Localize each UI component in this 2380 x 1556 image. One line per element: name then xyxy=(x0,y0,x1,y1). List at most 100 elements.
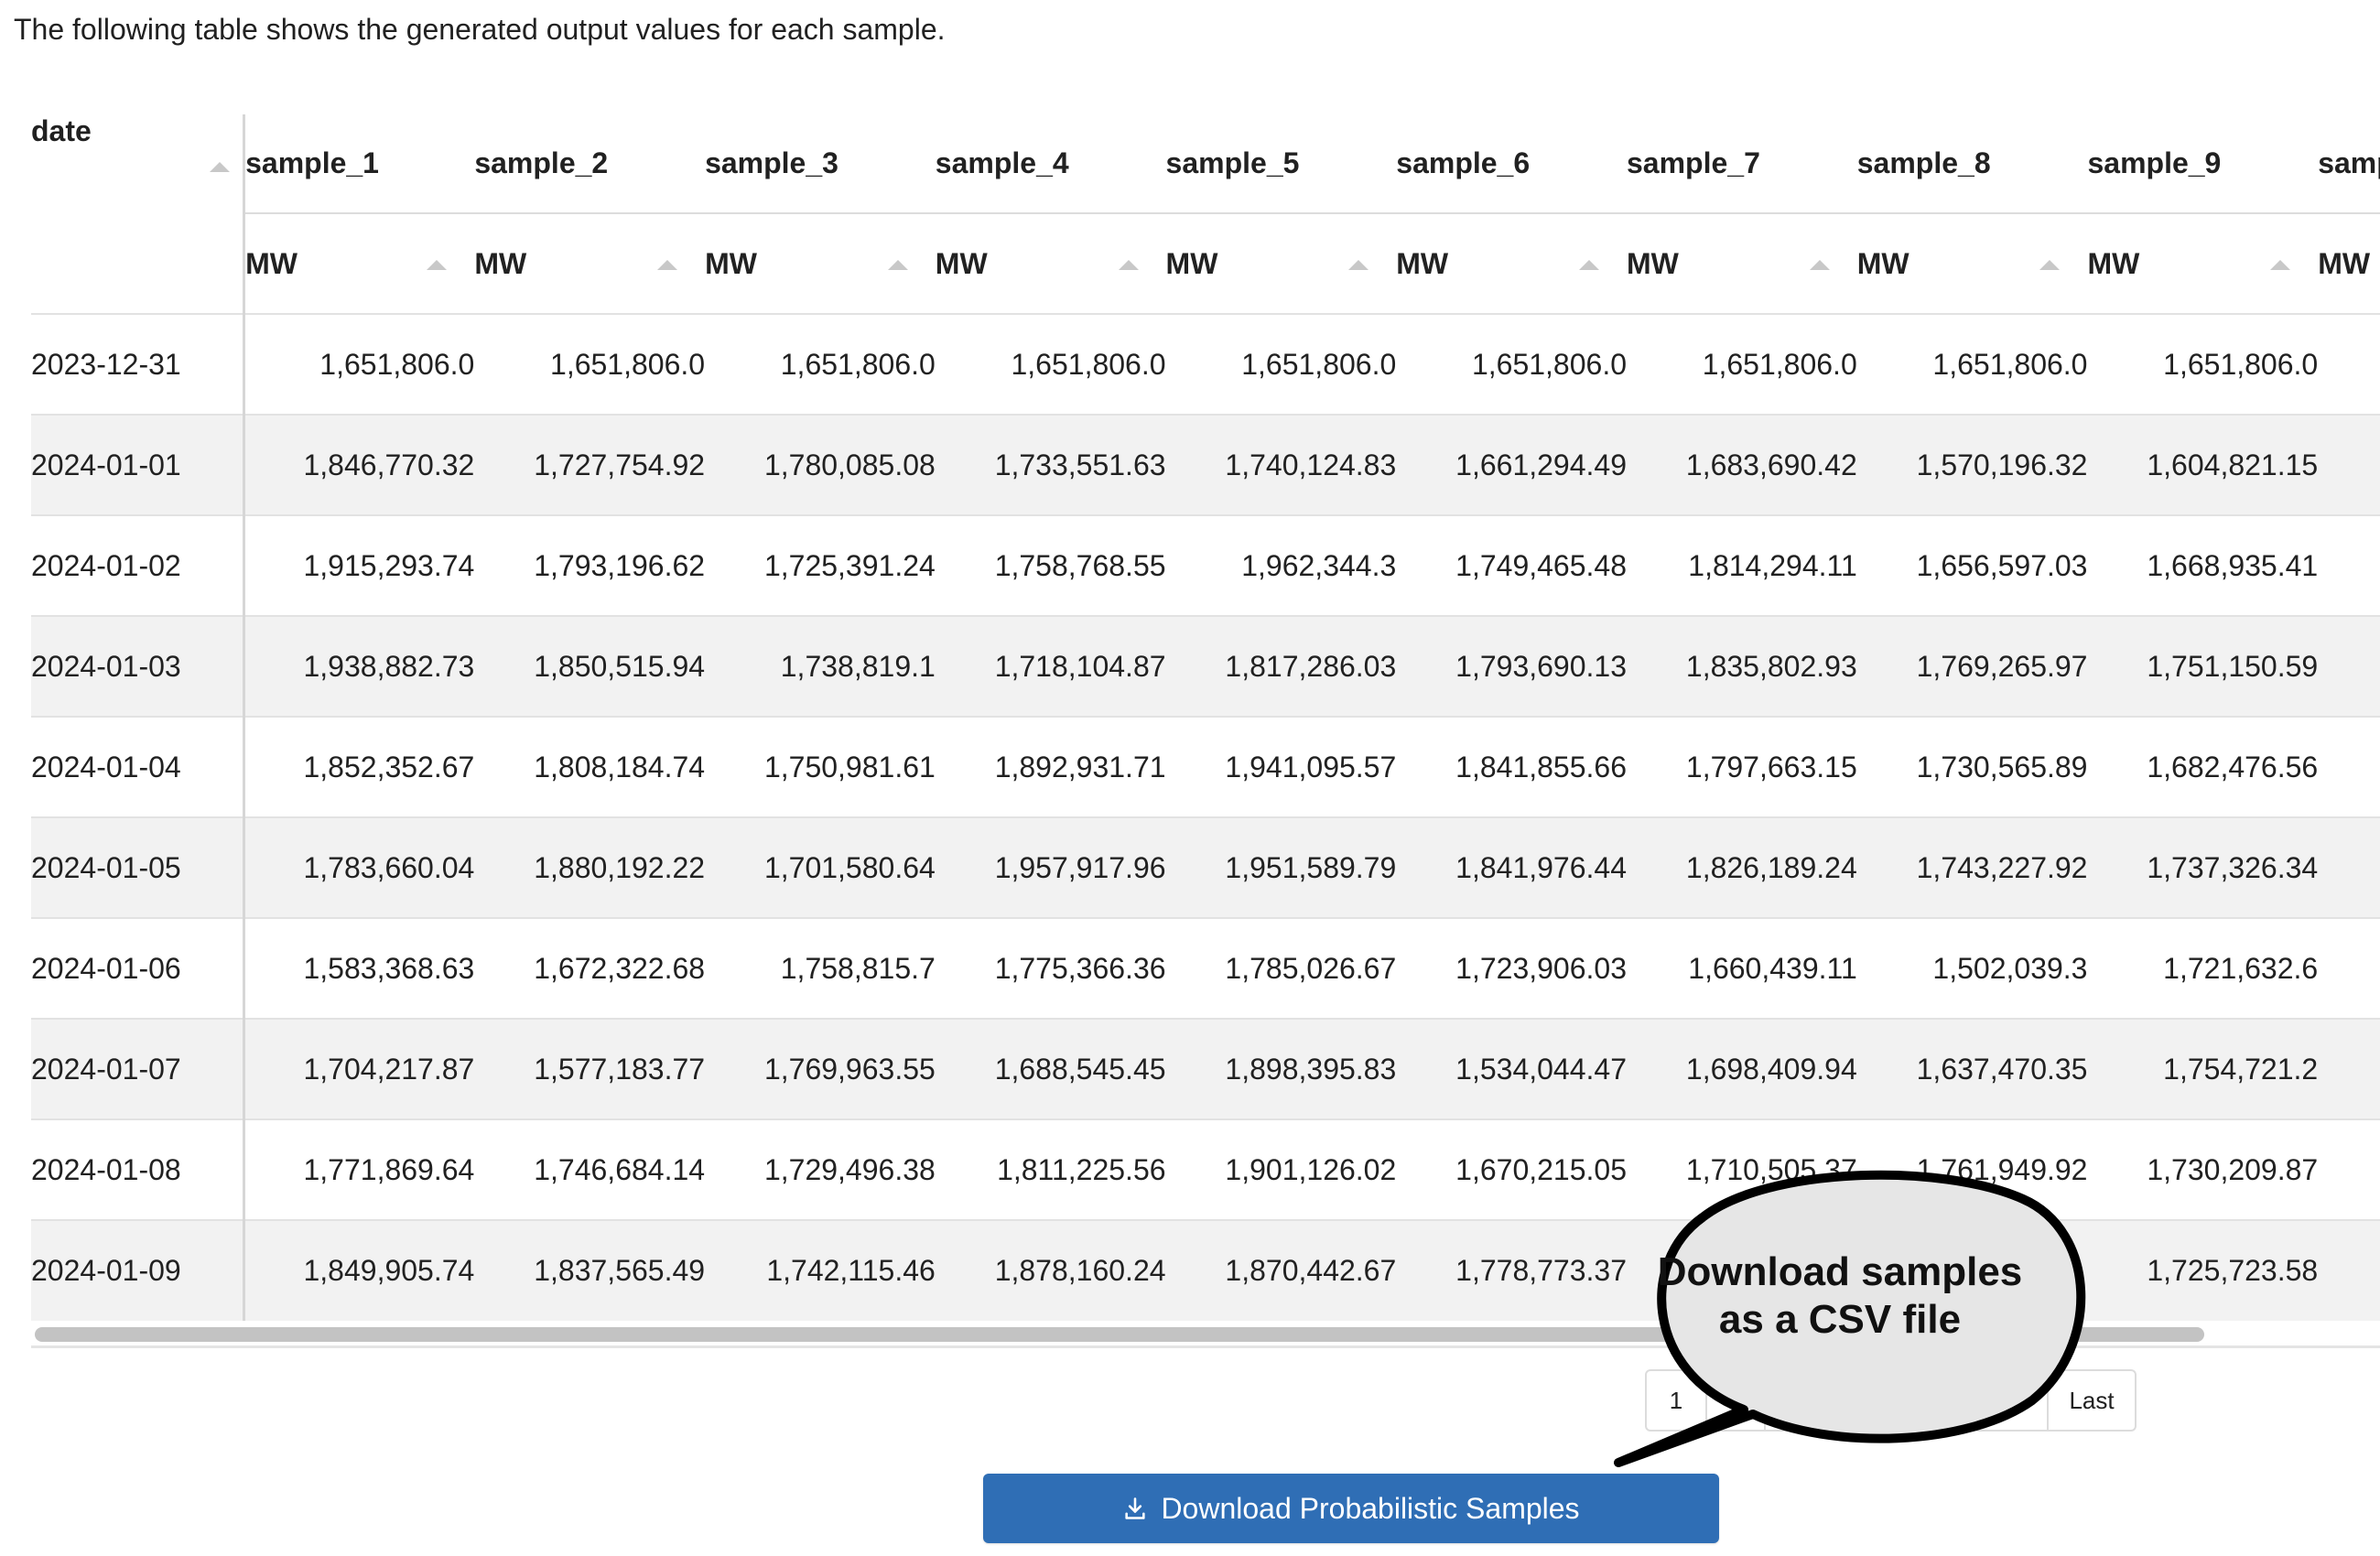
sample-value-cell: 1,70 xyxy=(2318,414,2380,515)
sort-ascending-icon[interactable] xyxy=(1348,260,1369,270)
sample-value-cell: 1,880,192.22 xyxy=(474,816,706,918)
date-cell: 2024-01-01 xyxy=(31,414,246,515)
date-cell: 2024-01-06 xyxy=(31,917,246,1019)
sample-value-cell: 1,740,124.83 xyxy=(1165,414,1397,515)
sample-value-cell: 1,749,465.48 xyxy=(1396,514,1627,616)
samples-table: date sample_1 sample_2 sample_3 sample_4 samp… xyxy=(31,114,2380,1321)
sample-value-cell: 1,826,189.24 xyxy=(1627,816,1857,918)
column-unit-label: MW xyxy=(935,246,988,280)
intro-text: The following table shows the generated … xyxy=(14,13,946,46)
sample-value-cell: 1,769,963.55 xyxy=(705,1018,936,1119)
sort-ascending-icon[interactable] xyxy=(657,260,678,270)
page-button-4[interactable]: 4 xyxy=(1823,1371,1881,1430)
date-cell: 2024-01-08 xyxy=(31,1118,246,1220)
column-unit-label: MW xyxy=(1396,246,1449,280)
sample-value-cell: 1,725,723.58 xyxy=(2087,1219,2319,1321)
column-unit-header[interactable]: MW xyxy=(1857,213,2088,314)
page-button-2[interactable]: 2 xyxy=(1705,1371,1764,1430)
sample-value-cell: 1,727,754.92 xyxy=(474,414,706,515)
sort-ascending-icon[interactable] xyxy=(1809,260,1830,270)
sample-value-cell: 1,870,442.67 xyxy=(1165,1219,1397,1321)
page-button-3[interactable]: 3 xyxy=(1764,1371,1823,1430)
column-header-sample-2: sample_2 xyxy=(474,114,706,214)
column-header-sample-3: sample_3 xyxy=(705,114,936,214)
sample-value-cell: 1,758,815.7 xyxy=(705,917,936,1019)
samples-table-viewport[interactable]: date sample_1 sample_2 sample_3 sample_4 samp… xyxy=(31,114,2380,1336)
column-unit-header[interactable]: MW xyxy=(244,213,475,314)
sort-ascending-icon[interactable] xyxy=(2039,260,2061,270)
download-probabilistic-samples-button[interactable]: Download Probabilistic Samples xyxy=(983,1474,1719,1543)
sample-value-cell: 1,841,976.44 xyxy=(1396,816,1627,918)
column-unit-label: MW xyxy=(2318,246,2371,280)
table-row: 2024-01-03 1,938,882.73 1,850,515.94 1,738,… xyxy=(31,615,2380,717)
page-button-5[interactable]: 5 xyxy=(1881,1371,1940,1430)
sample-value-cell: 1,660,439.11 xyxy=(1627,917,1857,1019)
column-unit-header[interactable]: MW xyxy=(936,213,1166,314)
sample-value-cell: 1,651,806.0 xyxy=(1627,313,1857,415)
sort-ascending-icon[interactable] xyxy=(887,260,908,270)
sample-value-cell: 1,682,476.56 xyxy=(2087,716,2319,817)
sample-value-cell: 1,668,935.41 xyxy=(2087,514,2319,616)
sample-value-cell: 1,651,806.0 xyxy=(1165,313,1397,415)
sample-value-cell: 1,672,322.68 xyxy=(474,917,706,1019)
sample-value-cell: 1,721,632.6 xyxy=(2087,917,2319,1019)
sample-value-cell: 1,849,905.74 xyxy=(243,1219,475,1321)
table-row: 2024-01-04 1,852,352.67 1,808,184.74 1,750,… xyxy=(31,716,2380,817)
sample-value-cell: 1,534,044.47 xyxy=(1396,1018,1627,1119)
column-unit-header[interactable]: MW xyxy=(1627,213,1857,314)
sample-value-cell: 1,637,470.35 xyxy=(1856,1018,2088,1119)
sample-value-cell: 1,730,565.89 xyxy=(1856,716,2088,817)
sample-value-cell: 1,74 xyxy=(2318,615,2380,717)
last-page-button[interactable]: Last xyxy=(2047,1371,2134,1430)
sample-value-cell: 1,778,773.37 xyxy=(1396,1219,1627,1321)
column-unit-header[interactable]: MW xyxy=(2318,213,2380,314)
column-unit-header[interactable]: MW xyxy=(2087,213,2318,314)
sample-value-cell: 1,723,906.03 xyxy=(1396,917,1627,1019)
sample-value-cell: 1,751,150.59 xyxy=(2087,615,2319,717)
column-header-sample-7: sample_7 xyxy=(1627,114,1857,214)
table-row: 2024-01-08 1,771,869.64 1,746,684.14 1,729,… xyxy=(31,1118,2380,1220)
column-header-date[interactable]: date xyxy=(31,114,246,314)
column-header-sample-4: sample_4 xyxy=(935,114,1166,214)
sample-value-cell: 1,780,085.08 xyxy=(705,414,936,515)
column-unit-header[interactable]: MW xyxy=(705,213,936,314)
column-header-sample-10: sample_10 xyxy=(2318,114,2380,214)
sample-value-cell: 1,701,580.64 xyxy=(705,816,936,918)
sort-ascending-icon[interactable] xyxy=(1118,260,1139,270)
next-page-button[interactable]: Next xyxy=(1978,1386,2028,1414)
table-row: 2024-01-07 1,704,217.87 1,577,183.77 1,769,… xyxy=(31,1018,2380,1119)
sample-value-cell: 1,901,126.02 xyxy=(1165,1118,1397,1220)
column-unit-label: MW xyxy=(245,246,298,280)
sample-value-cell: 1,577,183.77 xyxy=(474,1018,706,1119)
column-unit-header[interactable]: MW xyxy=(1396,213,1627,314)
sort-ascending-icon[interactable] xyxy=(2270,260,2291,270)
sample-value-cell: 1,737,326.34 xyxy=(2087,816,2319,918)
sample-value-cell: 1,750,981.61 xyxy=(705,716,936,817)
sample-value-cell: 1,941,095.57 xyxy=(1165,716,1397,817)
sample-value-cell: 1,746,684.14 xyxy=(474,1118,706,1220)
sample-value-cell: 1,797,663.15 xyxy=(1627,716,1857,817)
sample-value-cell: 1,742,115.46 xyxy=(705,1219,936,1321)
sort-ascending-icon[interactable] xyxy=(210,162,231,172)
sort-ascending-icon[interactable] xyxy=(427,260,448,270)
sample-value-cell: 1,771,869.64 xyxy=(243,1118,475,1220)
sample-value-cell: 1,502,039.3 xyxy=(1856,917,2088,1019)
page-button-1[interactable]: 1 xyxy=(1669,1386,1683,1414)
sample-value-cell: 1,733,551.63 xyxy=(935,414,1166,515)
sample-value-cell: 1,754,721.2 xyxy=(2087,1018,2319,1119)
sample-value-cell: 1,743,227.92 xyxy=(1856,816,2088,918)
sort-ascending-icon[interactable] xyxy=(1579,260,1599,270)
sample-value-cell: 1,793,690.13 xyxy=(1396,615,1627,717)
sample-value-cell: 1,583,368.63 xyxy=(243,917,475,1019)
sample-value-cell: 1,683,690.42 xyxy=(1627,414,1857,515)
sample-value-cell: 1,785,026.67 xyxy=(1165,917,1397,1019)
sample-value-cell: 1,718,104.87 xyxy=(935,615,1166,717)
sample-value-cell: 1,852,352.67 xyxy=(243,716,475,817)
sample-value-cell: 1,83 xyxy=(2318,816,2380,918)
column-unit-header[interactable]: MW xyxy=(1166,213,1397,314)
column-header-sample-5: sample_5 xyxy=(1165,114,1397,214)
column-unit-header[interactable]: MW xyxy=(474,213,705,314)
column-header-sample-8: sample_8 xyxy=(1856,114,2088,214)
sample-value-cell: 1,688,545.45 xyxy=(935,1018,1166,1119)
